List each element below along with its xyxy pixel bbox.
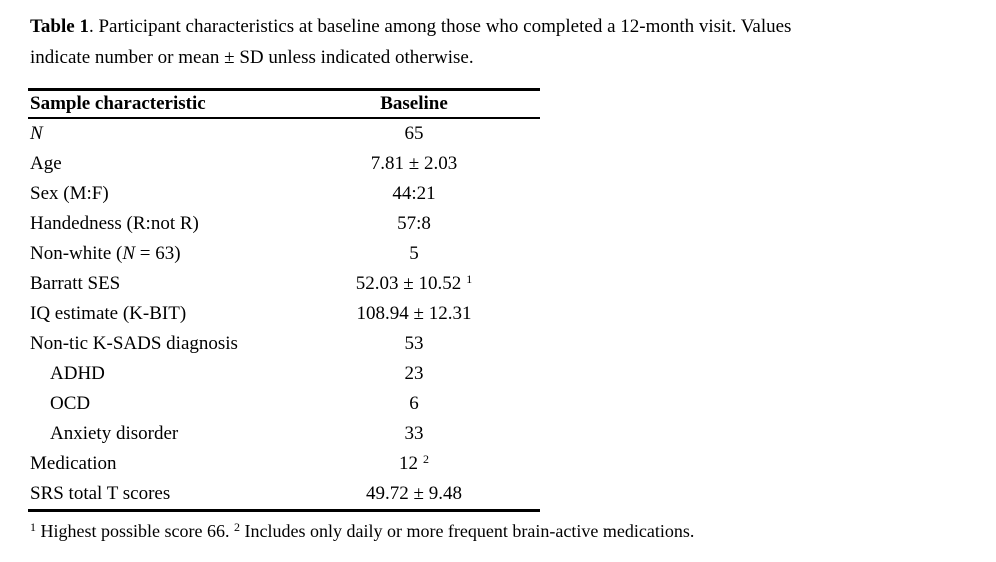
footnote-marker: 1 [466, 272, 473, 286]
table-row: OCD 6 [28, 389, 540, 419]
table-row: Medication 12 2 [28, 449, 540, 479]
table-header-row: Sample characteristic Baseline [28, 91, 540, 119]
table-row: N 65 [28, 119, 540, 149]
table-number-label: Table 1 [30, 16, 89, 37]
row-label: ADHD [50, 363, 105, 384]
col-header-sample-characteristic: Sample characteristic [30, 93, 206, 114]
row-value: 49.72 ± 9.48 [366, 483, 462, 504]
row-value: 6 [409, 393, 419, 414]
row-value: 57:8 [397, 213, 431, 234]
table-row: SRS total T scores 49.72 ± 9.48 [28, 479, 540, 509]
table-row: Non-white (N = 63) 5 [28, 239, 540, 269]
row-label: Non-tic K-SADS diagnosis [30, 333, 238, 354]
table-body: N 65 Age 7.81 ± 2.03 Sex (M:F) 44:21 Handednes… [28, 119, 540, 509]
footnote-marker: 2 [423, 452, 429, 466]
table-footnote: 1 Highest possible score 66. 2 Includes … [30, 520, 695, 541]
row-label: N [30, 123, 43, 144]
row-value: 23 [404, 363, 424, 384]
row-value: 53 [404, 333, 424, 354]
row-value: 5 [409, 243, 419, 264]
row-label: Age [30, 153, 62, 174]
row-label: Medication [30, 453, 117, 474]
footnote-marker: 2 [233, 520, 240, 534]
row-value: 108.94 ± 12.31 [356, 303, 472, 324]
caption-line-1: Table 1. Participant characteristics at … [30, 11, 970, 42]
row-value: 44:21 [392, 183, 436, 204]
row-label: OCD [50, 393, 91, 414]
table-row: IQ estimate (K-BIT) 108.94 ± 12.31 [28, 299, 540, 329]
row-label: Sex (M:F) [30, 183, 109, 204]
row-value: 52.03 ± 10.52 1 [355, 272, 473, 294]
row-label: SRS total T scores [30, 483, 171, 504]
caption-text: . Participant characteristics at baselin… [88, 16, 792, 37]
table-caption: Table 1. Participant characteristics at … [30, 11, 970, 73]
participant-characteristics-table: Sample characteristic Baseline N 65 Age 7.8… [28, 88, 540, 512]
table-row: Handedness (R:not R) 57:8 [28, 209, 540, 239]
table-row: Sex (M:F) 44:21 [28, 179, 540, 209]
col-header-baseline: Baseline [380, 93, 448, 114]
row-value: 33 [404, 423, 424, 444]
table-row: Anxiety disorder 33 [28, 419, 540, 449]
table-row: Non-tic K-SADS diagnosis 53 [28, 329, 540, 359]
row-label: Non-white (N = 63) [30, 243, 181, 264]
row-label: IQ estimate (K-BIT) [30, 303, 187, 324]
table-row: ADHD 23 [28, 359, 540, 389]
table-row: Age 7.81 ± 2.03 [28, 149, 540, 179]
row-value: 65 [404, 123, 424, 144]
row-label: Barratt SES [30, 273, 121, 294]
caption-line-2: indicate number or mean ± SD unless indi… [30, 47, 474, 68]
table-row: Barratt SES 52.03 ± 10.52 1 [28, 269, 540, 299]
footnote-marker: 1 [30, 520, 36, 534]
row-value: 7.81 ± 2.03 [370, 153, 458, 174]
row-label: Handedness (R:not R) [30, 213, 199, 234]
row-value: 12 2 [399, 452, 429, 474]
row-label: Anxiety disorder [50, 423, 179, 444]
